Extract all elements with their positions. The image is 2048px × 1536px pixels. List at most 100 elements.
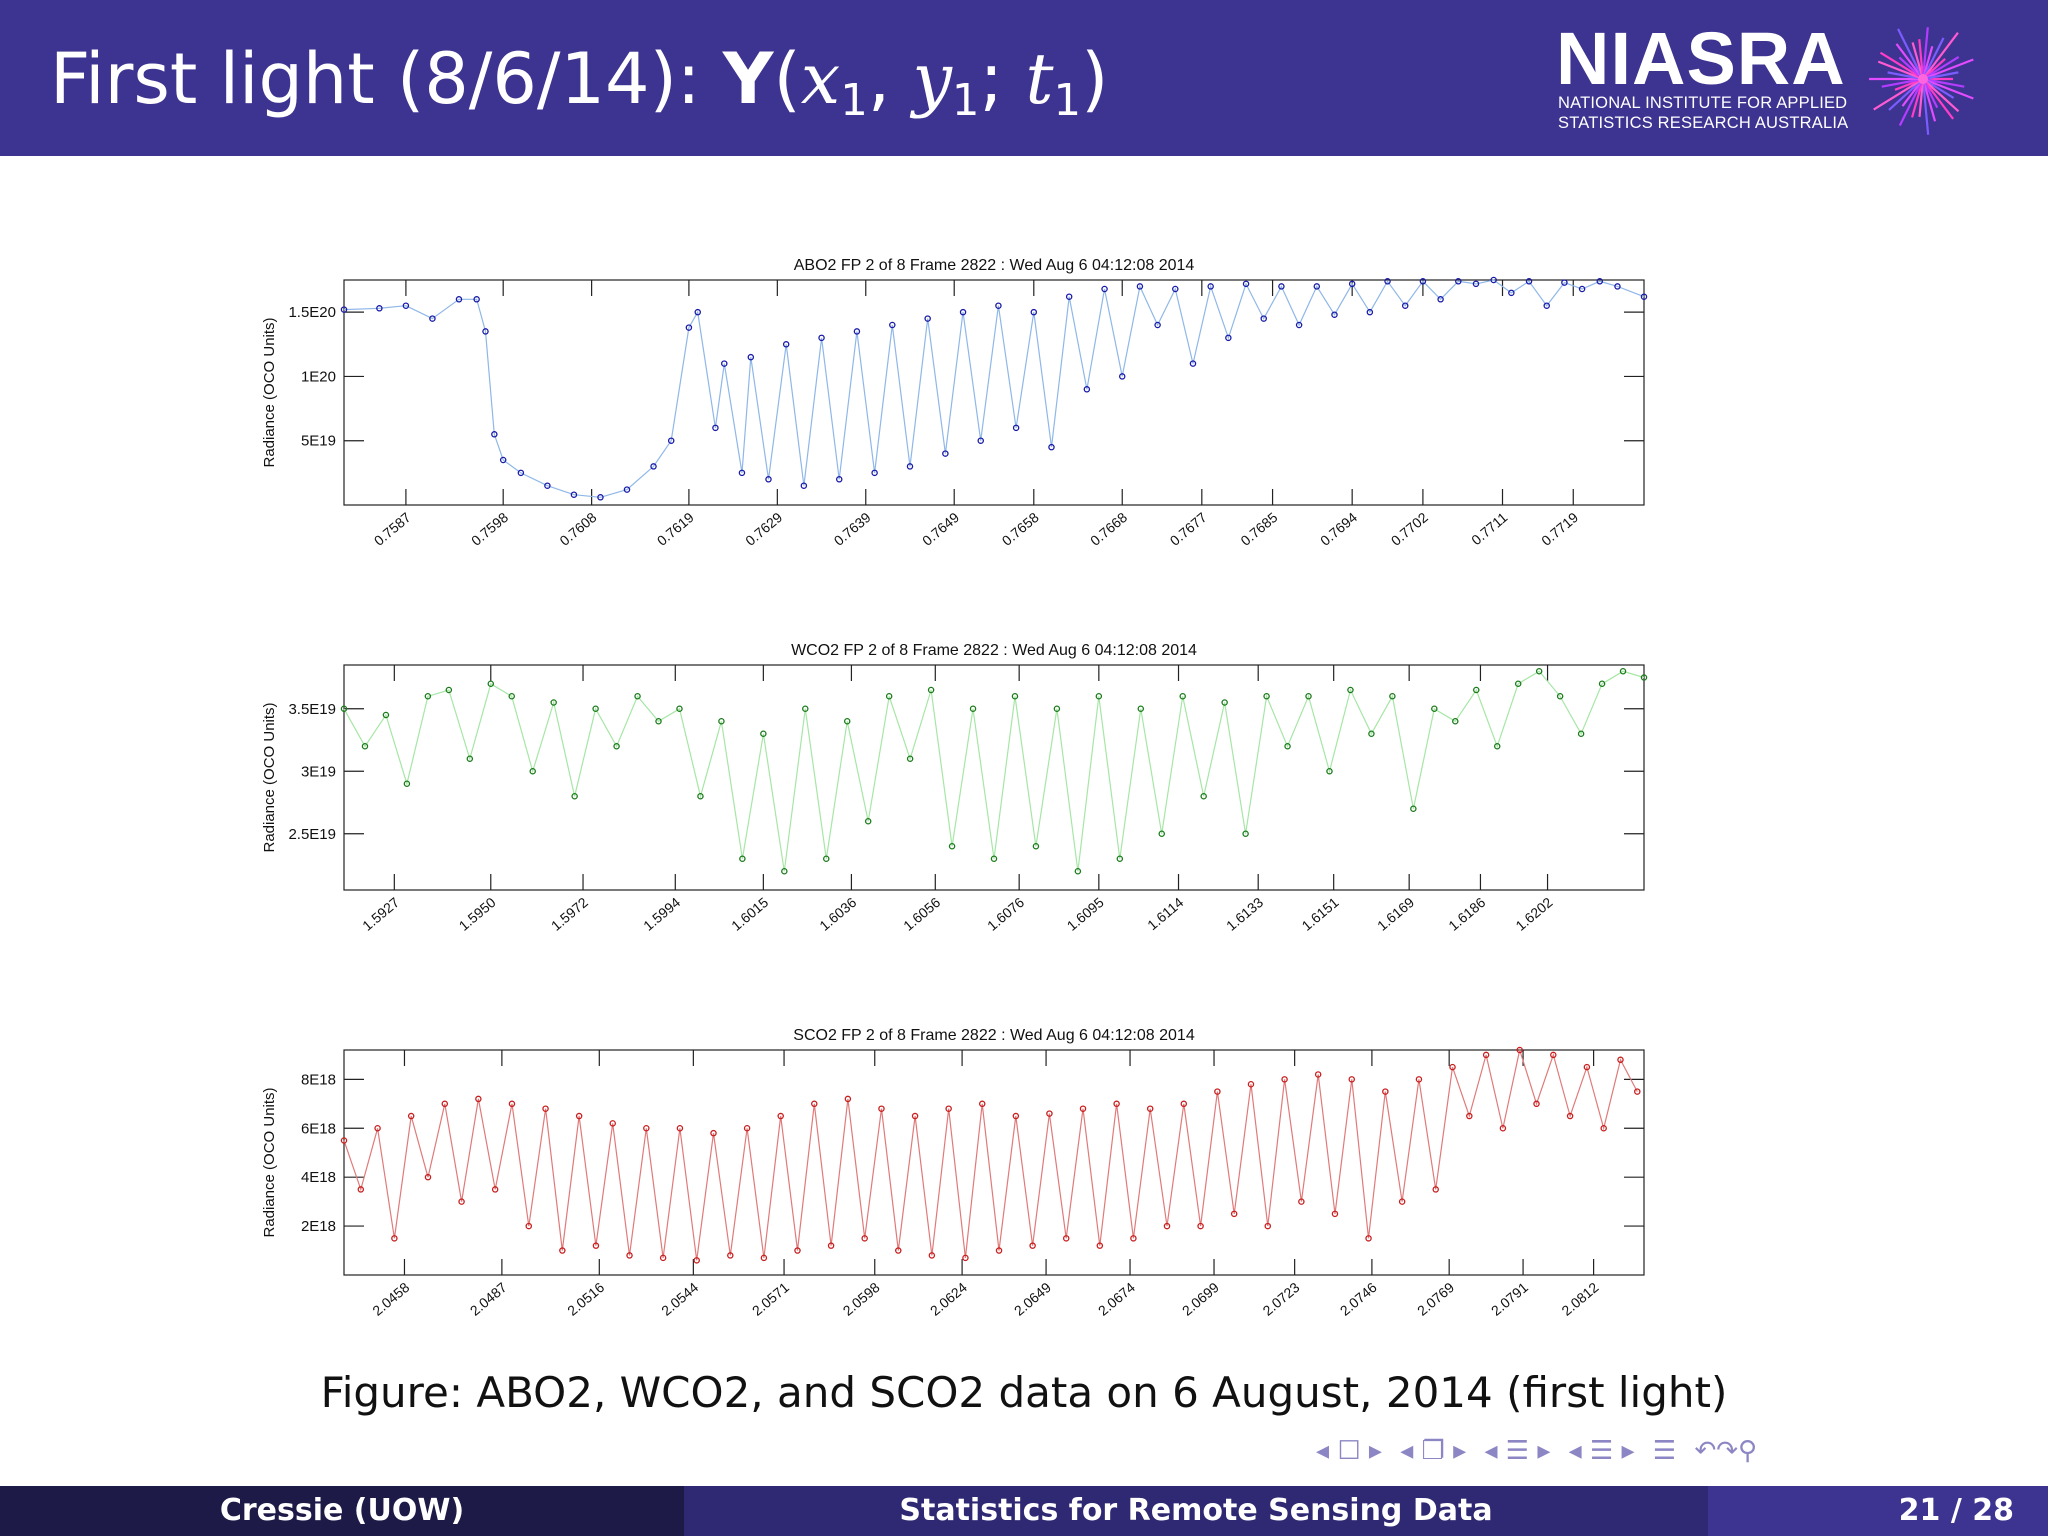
- data-point: [1619, 667, 1627, 675]
- data-point: [1113, 1100, 1120, 1108]
- nav-section-icon[interactable]: ◂ ☰ ▸: [1484, 1436, 1551, 1466]
- data-point: [995, 302, 1002, 309]
- data-point: [499, 456, 507, 464]
- starburst-ray: [1922, 37, 1945, 80]
- data-point: [473, 296, 480, 303]
- data-point: [1493, 743, 1501, 750]
- data-point: [1578, 285, 1586, 293]
- data-point: [928, 1252, 936, 1259]
- data-point: [1225, 334, 1232, 342]
- starburst-ray: [1918, 39, 1925, 80]
- beamer-navigation-bar: ◂ ☐ ▸ ◂ ❐ ▸ ◂ ☰ ▸ ◂ ☰ ▸ ☰ ↶↷⚲: [1316, 1436, 1767, 1476]
- data-point: [613, 743, 620, 750]
- data-point: [1278, 283, 1285, 290]
- data-point: [1048, 443, 1055, 451]
- data-point: [1437, 296, 1444, 303]
- starburst-ray: [1877, 60, 1924, 81]
- data-point: [667, 437, 675, 444]
- series-line: [343, 670, 1645, 872]
- nav-outline-icon[interactable]: ☰: [1652, 1436, 1677, 1466]
- nav-frame-icon[interactable]: ◂ ☐ ▸: [1316, 1436, 1382, 1466]
- data-point: [1347, 686, 1354, 694]
- data-point: [1331, 1210, 1339, 1218]
- data-point: [676, 705, 683, 712]
- starburst-ray: [1895, 43, 1924, 80]
- logo-subtitle-line-2: STATISTICS RESEARCH AUSTRALIA: [1558, 114, 1849, 132]
- data-point: [626, 1252, 633, 1259]
- data-point: [1614, 283, 1621, 290]
- y-tick-label: 4E18: [301, 1169, 336, 1186]
- data-point: [811, 1100, 818, 1108]
- data-point: [597, 494, 604, 501]
- plot-frame: [343, 664, 1645, 891]
- data-point: [693, 1257, 700, 1264]
- data-point: [491, 1186, 499, 1193]
- data-point: [575, 1112, 583, 1120]
- data-point: [1298, 1198, 1305, 1205]
- data-point: [424, 1173, 432, 1181]
- data-point: [712, 424, 719, 432]
- nav-subsection-icon[interactable]: ◂ ❐ ▸: [1400, 1436, 1467, 1466]
- data-point: [1029, 1242, 1036, 1249]
- data-point: [1313, 283, 1321, 290]
- logo-subtitle-line-1: NATIONAL INSTITUTE FOR APPLIED: [1558, 94, 1848, 112]
- data-point: [1326, 768, 1333, 775]
- data-point: [1617, 1056, 1624, 1064]
- starburst-ray: [1888, 78, 1924, 111]
- data-point: [895, 1247, 902, 1254]
- data-point: [571, 793, 578, 800]
- data-point: [889, 321, 896, 329]
- data-point: [374, 1125, 381, 1132]
- starburst-ray: [1911, 42, 1925, 80]
- y-axis-label: Radiance (OCO Units): [261, 317, 278, 467]
- data-point: [685, 324, 693, 331]
- nav-document-icon[interactable]: ◂ ☰ ▸: [1568, 1436, 1635, 1466]
- data-point: [802, 705, 809, 712]
- data-point: [1116, 855, 1124, 863]
- y-axis-label: Radiance (OCO Units): [261, 1087, 278, 1237]
- data-point: [609, 1120, 616, 1127]
- data-point: [1172, 285, 1179, 293]
- data-point: [1634, 1088, 1641, 1095]
- data-point: [777, 1112, 784, 1120]
- data-point: [878, 1105, 885, 1112]
- data-point: [800, 482, 808, 489]
- data-point: [1295, 321, 1303, 329]
- data-point: [487, 680, 495, 687]
- data-point: [475, 1095, 482, 1103]
- data-point: [760, 1254, 768, 1262]
- data-point: [978, 1100, 986, 1108]
- data-point: [1561, 279, 1568, 286]
- data-point: [1368, 730, 1375, 738]
- data-point: [1577, 730, 1585, 738]
- data-point: [659, 1254, 667, 1262]
- starburst-ray: [1918, 78, 1925, 117]
- data-point: [1146, 1105, 1154, 1112]
- data-point: [1449, 1063, 1456, 1071]
- starburst-ray: [1873, 78, 1924, 111]
- figure-background: [192, 205, 1722, 1355]
- data-point: [1410, 805, 1417, 813]
- data-point: [1247, 1080, 1255, 1088]
- data-point: [1598, 680, 1606, 687]
- data-point: [945, 1105, 952, 1112]
- chart-title: ABO2 FP 2 of 8 Frame 2822 : Wed Aug 6 04…: [794, 257, 1195, 274]
- starburst-ray: [1922, 78, 1955, 120]
- data-point: [592, 1242, 600, 1249]
- data-point: [550, 699, 557, 706]
- data-point: [391, 1235, 398, 1242]
- data-point: [1137, 705, 1145, 712]
- data-point: [634, 692, 641, 700]
- data-point: [710, 1129, 717, 1137]
- starburst-ray: [1921, 27, 1929, 80]
- data-point: [650, 463, 657, 470]
- starburst-ray: [1922, 78, 1955, 99]
- starburst-ray: [1879, 51, 1924, 80]
- starburst-ray: [1922, 58, 1974, 81]
- starburst-ray: [1887, 71, 1924, 81]
- data-point: [864, 818, 872, 825]
- data-point: [1543, 302, 1550, 309]
- nav-search-icon[interactable]: ↶↷⚲: [1694, 1436, 1758, 1466]
- data-point: [962, 1254, 969, 1262]
- data-point: [482, 328, 489, 335]
